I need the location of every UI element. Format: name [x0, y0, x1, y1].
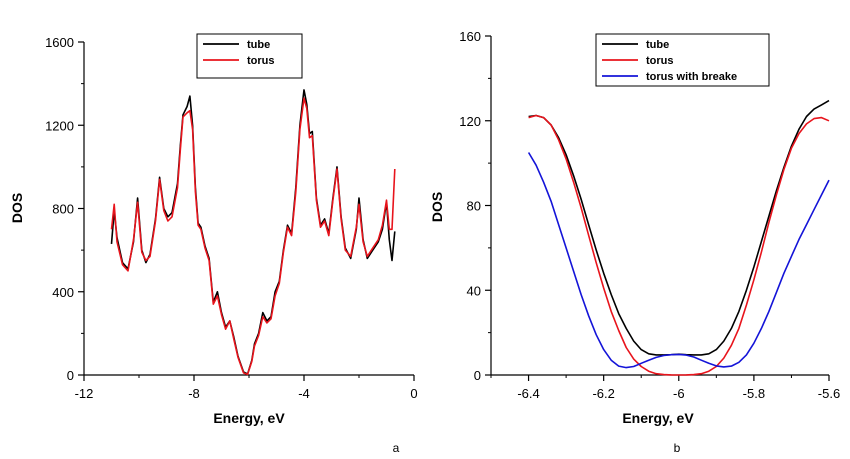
x-tick-label: -5.6: [818, 386, 840, 401]
legend-label: tube: [646, 39, 669, 51]
y-tick-label: 160: [459, 29, 481, 44]
series-line-torus: [528, 114, 830, 376]
legend-label: torus with breake: [646, 71, 737, 83]
x-axis-title: Energy, eV: [622, 410, 694, 426]
x-tick-label: 0: [410, 386, 417, 401]
x-tick-label: -6: [673, 386, 685, 401]
x-tick-label: -4: [298, 386, 310, 401]
x-axis-title: Energy, eV: [213, 410, 285, 426]
chart-panel-a: -12 -8 -4 0 0 400 800 1200 1600 Energy, eV DOS tube…: [9, 33, 418, 455]
y-tick-label: 800: [52, 202, 74, 217]
y-axis-title: DOS: [9, 193, 25, 223]
x-tick-label: -12: [75, 386, 94, 401]
y-tick-label: 0: [474, 368, 481, 383]
x-tick-label: -8: [188, 386, 200, 401]
series-line-torus: [110, 97, 396, 376]
x-tick-label: -5.8: [743, 386, 765, 401]
y-tick-label: 1200: [45, 118, 74, 133]
panel-label: b: [674, 441, 681, 455]
legend: tube torus: [196, 33, 303, 79]
y-axis-title: DOS: [429, 192, 445, 222]
y-tick-label: 80: [467, 199, 481, 214]
panel-label: a: [393, 441, 400, 455]
y-tick-label: 400: [52, 285, 74, 300]
y-tick-label: 120: [459, 114, 481, 129]
x-tick-label: -6.4: [517, 386, 539, 401]
y-tick-label: 0: [67, 368, 74, 383]
series-line-tube: [528, 99, 830, 356]
legend-label: torus: [646, 55, 674, 67]
y-tick-label: 1600: [45, 35, 74, 50]
legend-box: [196, 33, 303, 79]
y-tick-label: 40: [467, 283, 481, 298]
series-line-torus-with-breake: [527, 152, 830, 369]
chart-panel-b: -6.4 -6.2 -6 -5.8 -5.6 0 40 80 120 160 Energy, eV D…: [429, 29, 840, 455]
legend-label: torus: [247, 55, 275, 67]
legend: tube torus torus with breake: [595, 33, 770, 87]
x-tick-label: -6.2: [592, 386, 614, 401]
legend-label: tube: [247, 39, 270, 51]
